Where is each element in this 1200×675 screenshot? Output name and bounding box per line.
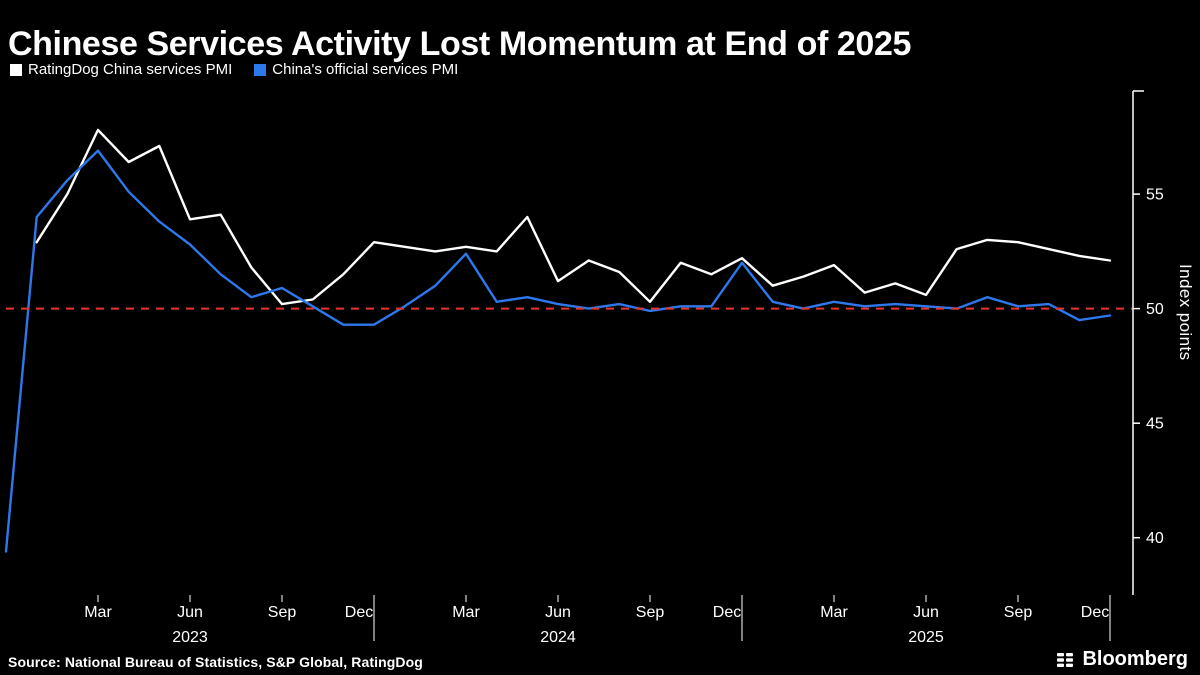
- y-tick-label: 50: [1146, 301, 1164, 318]
- x-tick-label: Sep: [1004, 604, 1033, 621]
- bloomberg-wordmark: Bloomberg: [1082, 648, 1188, 670]
- x-tick-label: Sep: [268, 604, 297, 621]
- legend-item-official: China's official services PMI: [254, 61, 458, 78]
- x-tick-label: Mar: [84, 604, 112, 621]
- series-line-ratingdog: [35, 128, 1112, 306]
- y-tick-label: 55: [1146, 187, 1164, 204]
- bloomberg-logo: Bloomberg: [1055, 648, 1188, 671]
- y-tick-label: 40: [1146, 530, 1164, 547]
- x-tick-label: Jun: [177, 604, 203, 621]
- x-tick-label: Mar: [452, 604, 480, 621]
- legend-label-ratingdog: RatingDog China services PMI: [28, 61, 233, 78]
- x-tick-label: Sep: [636, 604, 665, 621]
- year-label: 2024: [540, 629, 576, 646]
- legend-swatch-blue: [254, 63, 267, 76]
- chart-title: Chinese Services Activity Lost Momentum …: [8, 24, 911, 63]
- source-note: Source: National Bureau of Statistics, S…: [8, 654, 423, 670]
- x-tick-label: Jun: [545, 604, 571, 621]
- year-label: 2025: [908, 629, 944, 646]
- y-tick-label: 45: [1146, 416, 1164, 433]
- legend-item-ratingdog: RatingDog China services PMI: [10, 61, 232, 78]
- legend-label-official: China's official services PMI: [272, 61, 459, 78]
- bloomberg-logo-icon: [1057, 652, 1074, 667]
- x-tick-label: Dec: [713, 604, 741, 621]
- x-tick-label: Dec: [1081, 604, 1109, 621]
- x-tick-label: Dec: [345, 604, 373, 621]
- legend-swatch-white: [10, 63, 22, 76]
- series-line-official: [4, 149, 1112, 553]
- x-tick-label: Jun: [913, 604, 939, 621]
- y-axis-title: Index points: [1176, 264, 1195, 361]
- legend: RatingDog China services PMI China's off…: [10, 61, 458, 78]
- year-label: 2023: [172, 629, 208, 646]
- x-tick-label: Mar: [820, 604, 848, 621]
